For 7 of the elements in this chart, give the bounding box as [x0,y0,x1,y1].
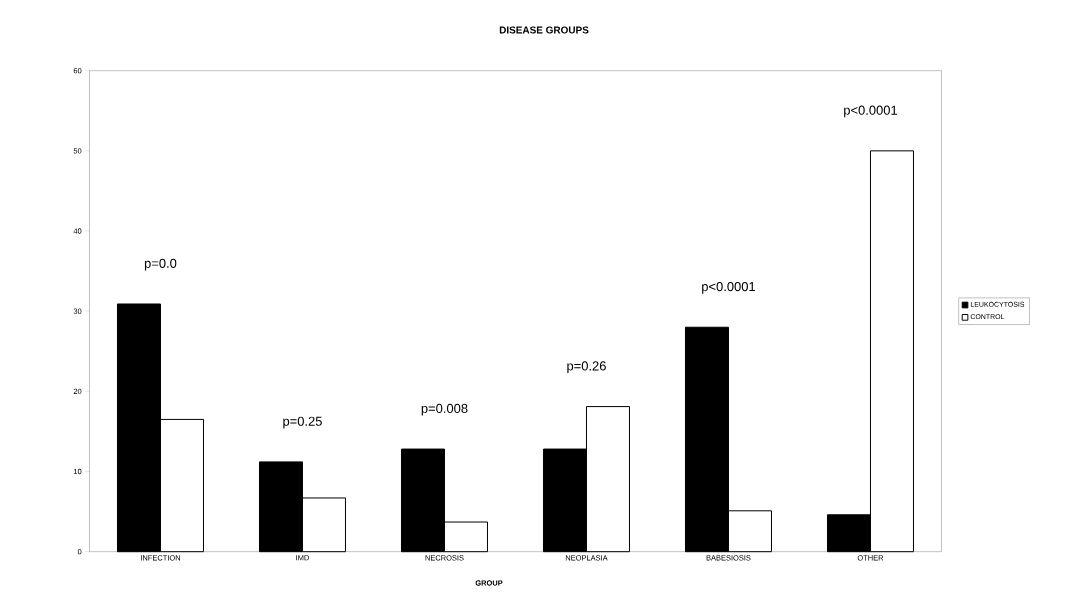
annotation: p<0.0001 [844,105,898,118]
chart-title: DISEASE GROUPS [499,26,589,34]
annotation: p=0.26 [567,361,606,374]
annotation: p=0.0 [144,258,177,271]
annotation: p=0.25 [283,416,322,429]
annotation: p=0.008 [421,403,468,416]
annotation: p<0.0001 [702,281,756,294]
